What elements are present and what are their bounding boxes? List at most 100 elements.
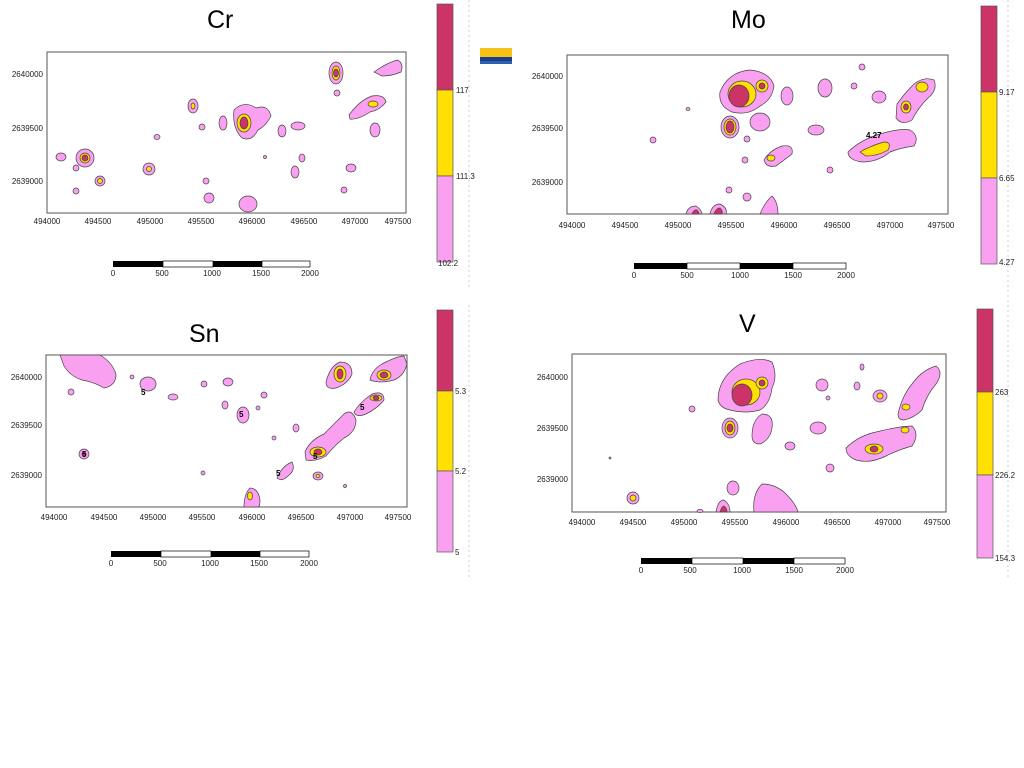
legend-value: 6.65	[999, 174, 1015, 183]
map-panel-sn: 5 5 5 5 5 5 494000 494500 495000 495500 …	[11, 309, 467, 568]
x-tick-label: 495500	[188, 217, 215, 226]
x-axis-ticks: 494000 494500 495000 495500 496000 49650…	[569, 518, 951, 527]
map-title-cr: Cr	[207, 6, 234, 34]
x-tick-label: 496000	[239, 217, 266, 226]
scale-label: 0	[109, 559, 114, 568]
y-tick-label: 2640000	[12, 70, 44, 79]
contour-label: 5	[141, 388, 146, 397]
legend-value: 111.3	[456, 172, 475, 181]
anomaly-blobs	[649, 63, 936, 215]
x-tick-label: 494000	[559, 221, 586, 230]
map-panel-cr: 494000 494500 495000 495500 496000 49650…	[12, 3, 475, 278]
x-tick-label: 496000	[771, 221, 798, 230]
scale-label: 2000	[301, 269, 319, 278]
scale-label: 1000	[203, 269, 221, 278]
scale-bar: 0 500 1000 1500 2000	[632, 262, 855, 280]
x-tick-label: 496500	[824, 518, 851, 527]
scale-label: 500	[153, 559, 167, 568]
contour-label: 5	[239, 410, 244, 419]
x-tick-label: 495500	[718, 221, 745, 230]
y-tick-label: 2639500	[11, 421, 43, 430]
y-tick-label: 2639500	[532, 124, 564, 133]
x-tick-label: 494500	[85, 217, 112, 226]
contour-label: 5	[360, 403, 365, 412]
color-legend: 117 111.3 102.2	[436, 3, 475, 268]
y-axis-ticks: 2640000 2639500 2639000	[532, 72, 564, 187]
flag-icon	[480, 48, 512, 64]
scale-label: 2000	[837, 271, 855, 280]
x-tick-label: 494000	[41, 513, 68, 522]
y-tick-label: 2640000	[537, 373, 569, 382]
x-tick-label: 494500	[612, 221, 639, 230]
y-tick-label: 2639500	[537, 424, 569, 433]
scale-label: 1500	[784, 271, 802, 280]
x-tick-label: 496500	[291, 217, 318, 226]
scale-label: 0	[639, 566, 644, 575]
x-tick-label: 496500	[288, 513, 315, 522]
x-tick-label: 497500	[924, 518, 951, 527]
x-tick-label: 494000	[569, 518, 596, 527]
y-axis-ticks: 2640000 2639500 2639000	[12, 70, 44, 186]
color-legend: 9.17 6.65 4.27	[980, 5, 1015, 267]
x-tick-label: 497000	[875, 518, 902, 527]
x-tick-label: 495000	[137, 217, 164, 226]
anomaly-blobs	[59, 354, 408, 508]
x-tick-label: 497000	[342, 217, 369, 226]
scale-bar: 0 500 1000 1500 2000	[109, 550, 318, 568]
x-tick-label: 497000	[877, 221, 904, 230]
scale-label: 1500	[252, 269, 270, 278]
anomaly-blobs	[55, 59, 403, 213]
map-title-sn: Sn	[189, 320, 220, 348]
x-tick-label: 497000	[337, 513, 364, 522]
contour-labels: 5 5 5 5 5 5	[82, 388, 365, 478]
legend-value: 9.17	[999, 88, 1015, 97]
x-tick-label: 496000	[773, 518, 800, 527]
scale-label: 500	[683, 566, 697, 575]
legend-value: 5.2	[455, 467, 467, 476]
x-tick-label: 494500	[620, 518, 647, 527]
x-tick-label: 494000	[34, 217, 61, 226]
y-tick-label: 2639000	[537, 475, 569, 484]
y-tick-label: 2640000	[11, 373, 43, 382]
x-axis-ticks: 494000 494500 495000 495500 496000 49650…	[559, 221, 955, 230]
y-axis-ticks: 2640000 2639500 2639000	[537, 373, 569, 484]
map-title-v: V	[739, 310, 756, 338]
scale-label: 1000	[733, 566, 751, 575]
x-tick-label: 497500	[385, 217, 412, 226]
x-tick-label: 494500	[91, 513, 118, 522]
contour-label: 5	[313, 452, 318, 461]
legend-value: 117	[456, 86, 469, 95]
y-tick-label: 2639000	[11, 471, 43, 480]
y-tick-label: 2640000	[532, 72, 564, 81]
x-tick-label: 495000	[665, 221, 692, 230]
x-tick-label: 495000	[671, 518, 698, 527]
x-tick-label: 495000	[140, 513, 167, 522]
scale-bar: 0 500 1000 1500 2000	[111, 260, 319, 278]
scale-label: 1000	[201, 559, 219, 568]
scale-label: 1000	[731, 271, 749, 280]
x-axis-ticks: 494000 494500 495000 495500 496000 49650…	[41, 513, 412, 522]
map-panel-mo: 4.27 494000 494500 495000 495500 496000 …	[532, 5, 1015, 280]
legend-value: 5.3	[455, 387, 467, 396]
x-tick-label: 496500	[824, 221, 851, 230]
x-tick-label: 497500	[928, 221, 955, 230]
x-tick-label: 495500	[189, 513, 216, 522]
y-axis-ticks: 2640000 2639500 2639000	[11, 373, 43, 480]
scale-label: 500	[680, 271, 694, 280]
scale-label: 1500	[785, 566, 803, 575]
x-tick-label: 497500	[385, 513, 412, 522]
scale-label: 0	[632, 271, 637, 280]
map-frame	[46, 51, 407, 214]
map-panel-v: 494000 494500 495000 495500 496000 49650…	[537, 308, 1016, 575]
contour-label: 5	[82, 450, 87, 459]
scale-label: 500	[155, 269, 169, 278]
legend-value: 154.3	[995, 554, 1016, 563]
anomaly-blobs	[608, 359, 941, 513]
scale-label: 2000	[836, 566, 854, 575]
y-tick-label: 2639000	[532, 178, 564, 187]
color-legend: 5.3 5.2 5	[436, 309, 467, 557]
legend-value: 102.2	[438, 259, 459, 268]
contour-label: 5	[276, 469, 281, 478]
color-legend: 263 226.2 154.3	[976, 308, 1016, 563]
